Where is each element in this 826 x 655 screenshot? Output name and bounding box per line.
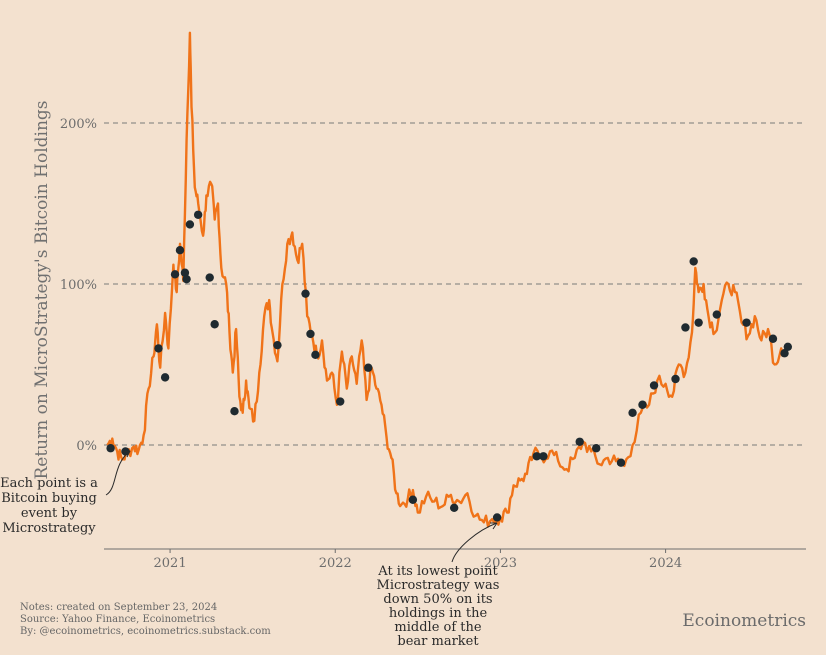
purchase-point bbox=[408, 495, 418, 504]
purchase-point bbox=[492, 513, 502, 522]
x-tick-label: 2021 bbox=[154, 556, 187, 571]
annotation-left-line: event by bbox=[21, 506, 78, 521]
notes-line: By: @ecoinometrics, ecoinometrics.substa… bbox=[20, 626, 271, 637]
purchase-point bbox=[768, 334, 778, 343]
purchase-point bbox=[306, 329, 315, 339]
x-tick-label: 2024 bbox=[649, 556, 682, 571]
purchase-point bbox=[649, 381, 659, 390]
purchase-point bbox=[273, 340, 282, 350]
purchase-point bbox=[780, 349, 789, 358]
purchase-point bbox=[336, 397, 345, 406]
purchase-point bbox=[210, 320, 219, 329]
purchase-point bbox=[592, 444, 601, 453]
purchase-point bbox=[783, 342, 793, 351]
purchase-point bbox=[185, 220, 195, 229]
purchase-point bbox=[742, 318, 751, 327]
purchase-point bbox=[193, 210, 203, 219]
annotation-bottom-line: holdings in the bbox=[389, 606, 488, 621]
y-tick-labels: 0% 100% 200% bbox=[60, 117, 97, 454]
y-tick-label: 200% bbox=[60, 117, 97, 132]
purchase-point bbox=[175, 245, 185, 255]
annotation-left-arrow bbox=[105, 450, 131, 496]
annotation-bottom-arrow bbox=[451, 522, 498, 563]
purchase-point bbox=[449, 503, 459, 512]
annotation-bottom-line: Microstrategy was bbox=[377, 578, 500, 593]
purchase-point bbox=[671, 374, 680, 384]
annotation-bottom-line: bear market bbox=[397, 634, 479, 649]
purchase-point bbox=[180, 268, 190, 277]
annotation-left-line: Bitcoin buying bbox=[1, 491, 97, 506]
purchase-point bbox=[230, 406, 239, 416]
purchase-point bbox=[160, 373, 170, 382]
purchase-point bbox=[712, 310, 722, 319]
purchase-point bbox=[311, 350, 320, 360]
purchase-point bbox=[694, 318, 703, 327]
annotation-bottom-line: middle of the bbox=[394, 620, 481, 635]
notes-line: Source: Yahoo Finance, Ecoinometrics bbox=[20, 614, 215, 625]
brand-label: Ecoinometrics bbox=[682, 611, 806, 631]
gridlines bbox=[104, 122, 806, 446]
purchase-point bbox=[575, 437, 584, 446]
purchase-point bbox=[628, 408, 637, 417]
annotation-left-line: Each point is a bbox=[0, 476, 98, 491]
annotation-bottom-arrowhead bbox=[490, 522, 498, 530]
y-axis-label: Return on MicroStrategy's Bitcoin Holdin… bbox=[32, 100, 52, 479]
y-tick-label: 0% bbox=[76, 439, 97, 454]
annotation-bottom-line: down 50% on its bbox=[383, 592, 492, 607]
annotation-left: Each point is a Bitcoin buying event by … bbox=[0, 450, 131, 536]
annotation-bottom-line: At its lowest point bbox=[377, 564, 498, 579]
series-line bbox=[106, 31, 787, 528]
annotation-left-line: Microstrategy bbox=[2, 521, 96, 536]
purchase-point bbox=[539, 452, 548, 461]
annotation-bottom: At its lowest point Microstrategy was do… bbox=[377, 522, 500, 649]
purchase-point bbox=[154, 344, 163, 353]
x-tick-labels: 2021 2022 2023 2024 bbox=[154, 549, 682, 571]
purchase-points bbox=[106, 210, 793, 522]
purchase-point bbox=[106, 444, 115, 453]
purchase-point bbox=[638, 400, 647, 409]
purchase-point bbox=[205, 273, 214, 282]
annotation-left-arrowhead bbox=[122, 450, 131, 458]
purchase-point bbox=[616, 458, 626, 467]
x-tick-label: 2023 bbox=[484, 556, 517, 571]
purchase-point bbox=[689, 257, 698, 266]
purchase-point bbox=[532, 452, 541, 461]
purchase-point bbox=[364, 363, 373, 372]
purchase-point bbox=[681, 323, 690, 332]
purchase-point bbox=[301, 289, 310, 298]
purchase-point bbox=[170, 270, 180, 279]
notes-line: Notes: created on September 23, 2024 bbox=[20, 602, 217, 613]
purchase-point bbox=[182, 274, 191, 284]
x-tick-label: 2022 bbox=[319, 556, 352, 571]
y-tick-label: 100% bbox=[60, 278, 97, 293]
